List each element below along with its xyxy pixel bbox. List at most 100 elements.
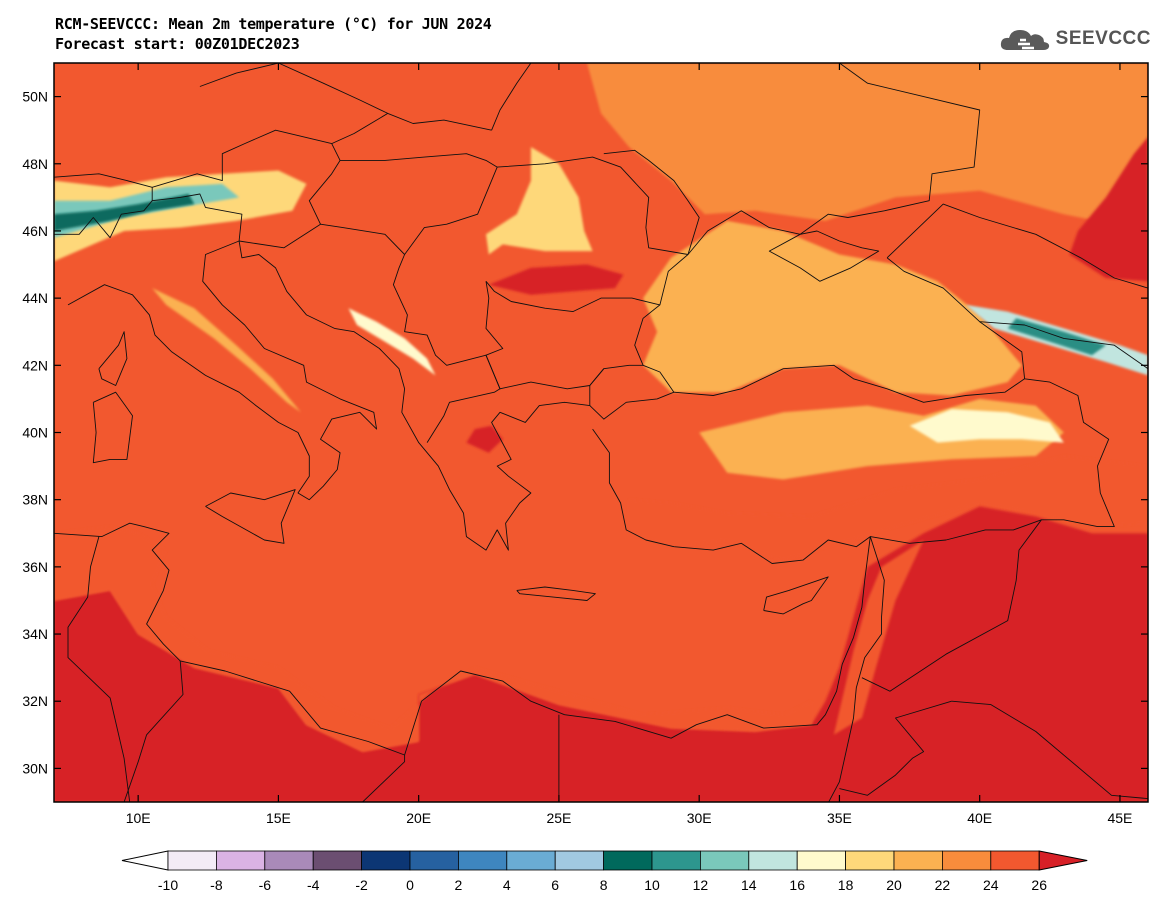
border-romania [497, 156, 689, 255]
field-anatolia-south [629, 456, 1148, 561]
colorbar-label: 16 [789, 877, 805, 893]
border-levant [828, 536, 885, 802]
border-balkans-1 [239, 223, 501, 443]
lat-tick-label: 36N [22, 559, 48, 575]
field-alps [54, 170, 307, 262]
colorbar-swatch [990, 850, 1040, 871]
colorbar-swatch [748, 850, 798, 871]
colorbar-swatch [893, 850, 943, 871]
field-apennines [152, 288, 301, 413]
border-balkans-2 [308, 153, 498, 255]
temperature-field [54, 63, 1148, 802]
colorbar-swatch [603, 850, 653, 871]
lat-tick-label: 42N [22, 357, 48, 373]
cyprus [763, 576, 829, 615]
colorbar-label: 26 [1031, 877, 1047, 893]
colorbar-swatch [796, 850, 847, 871]
seevccc-logo: SEEVCCC [998, 22, 1151, 56]
lat-tick-label: 40N [22, 425, 48, 441]
coast-anatolia [54, 428, 871, 756]
colorbar-label: 10 [644, 877, 660, 893]
lat-tick-label: 30N [22, 760, 48, 776]
sardinia [92, 391, 133, 464]
longitude-axis: 10E 15E 20E 25E 30E 35E 40E 45E [126, 63, 1132, 826]
border-iraq-saudi [951, 700, 1148, 800]
field-sahara [54, 506, 1148, 802]
logo-text: SEEVCCC [1055, 28, 1151, 49]
lon-tick-label: 35E [827, 810, 852, 826]
colorbar-swatch [554, 850, 605, 871]
lat-tick-label: 32N [22, 693, 48, 709]
border-syria-iraq [861, 519, 1042, 692]
lon-tick-label: 25E [546, 810, 571, 826]
lat-tick-label: 46N [22, 223, 48, 239]
lon-tick-label: 10E [126, 810, 151, 826]
colorbar-label: -6 [259, 877, 272, 893]
border-bulgaria-south [485, 281, 644, 390]
border-algeria-tunisia [67, 536, 131, 802]
colorbar-label: 8 [600, 877, 608, 893]
border-ukraine-russia [799, 63, 981, 235]
colorbar-label: 14 [741, 877, 757, 893]
lon-tick-label: 40E [967, 810, 992, 826]
lat-tick-label: 44N [22, 290, 48, 306]
colorbar-swatch [506, 850, 556, 871]
country-borders [54, 63, 1148, 802]
border-slovakia [331, 112, 492, 145]
lon-tick-label: 30E [687, 810, 712, 826]
colorbar-swatch [361, 850, 411, 871]
field-north-africa-coast [54, 526, 812, 752]
colorbar-swatch [845, 850, 895, 871]
colorbar-swatch [942, 850, 992, 871]
colorbar-label: 4 [503, 877, 511, 893]
corsica [98, 331, 128, 386]
colorbar-label: 2 [455, 877, 463, 893]
colorbar-swatch [312, 850, 363, 871]
border-italy-austria [152, 193, 243, 242]
colorbar-label: -10 [158, 877, 178, 893]
border-caucasus [886, 203, 1148, 289]
colorbar-label: 18 [838, 877, 854, 893]
crete [516, 586, 596, 601]
colorbar-swatch [167, 850, 217, 871]
map-title: RCM-SEEVCCC: Mean 2m temperature (°C) fo… [55, 15, 492, 33]
border-switzerland [54, 187, 153, 239]
border-jordan-saudi [839, 700, 952, 796]
field-ukraine-steppe [587, 63, 1148, 231]
colorbar-swatch [651, 850, 701, 871]
field-russia-east-hot [1069, 136, 1148, 282]
map-header: RCM-SEEVCCC: Mean 2m temperature (°C) fo… [55, 14, 492, 54]
crimea [768, 230, 880, 282]
colorbar-label: 6 [551, 877, 559, 893]
colorbar-under-arrow [121, 850, 169, 871]
border-central-europe [54, 129, 341, 188]
lat-tick-label: 38N [22, 492, 48, 508]
colorbar-label: 20 [886, 877, 902, 893]
lon-tick-label: 15E [266, 810, 291, 826]
latitude-axis: 50N 48N 46N 44N 42N 40N 38N 36N 34N 32N 30N [22, 89, 1148, 776]
border-moldova [603, 149, 700, 255]
sicily [205, 489, 296, 544]
field-carpathians-east [486, 147, 593, 255]
colorbar-swatch [457, 850, 508, 871]
border-danube [485, 281, 661, 313]
field-alps-core [54, 194, 195, 231]
border-tunisia-libya [123, 660, 184, 802]
cloud-logo-icon [1000, 30, 1049, 50]
border-greece-turkey [589, 368, 605, 406]
border-czech-north [199, 63, 388, 114]
colorbar-over-arrow [1038, 850, 1088, 871]
field-black-sea [643, 220, 1022, 396]
colorbar-label: 12 [693, 877, 709, 893]
field-wallachia-hot [488, 264, 624, 295]
colorbar-swatch [409, 850, 459, 871]
border-libya-sudan [362, 755, 406, 802]
coast-adriatic-east [238, 210, 801, 551]
field-anatolia-cool [909, 409, 1064, 443]
colorbar-label: 22 [935, 877, 951, 893]
colorbar-label: 24 [983, 877, 999, 893]
lon-tick-label: 45E [1107, 810, 1132, 826]
colorbar-label: -2 [355, 877, 368, 893]
colorbar-label: 0 [406, 877, 414, 893]
border-georgia [979, 321, 1148, 370]
